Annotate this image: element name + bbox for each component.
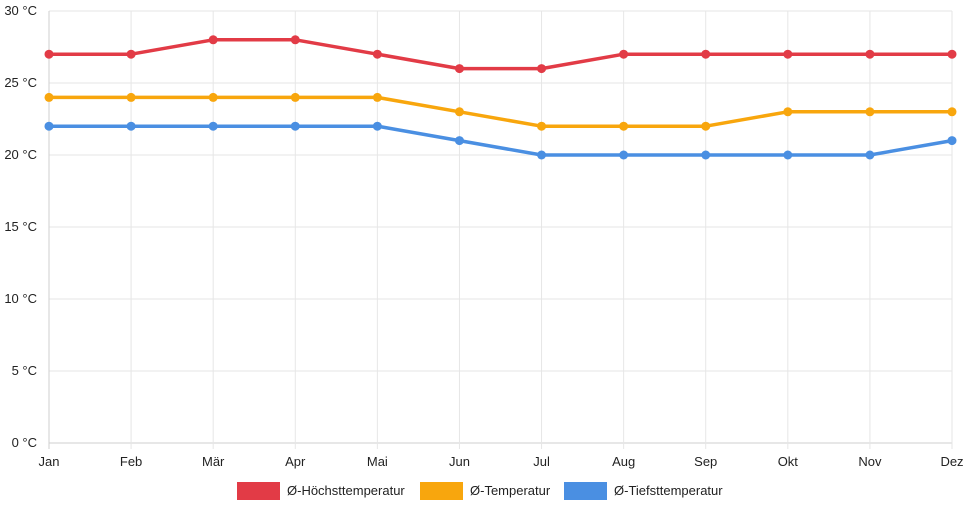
data-point [947,107,957,117]
legend-swatch [420,482,463,500]
data-point [44,92,54,102]
data-point [372,121,382,131]
grid [48,10,953,449]
data-point [208,35,218,45]
data-point [783,107,793,117]
data-point [290,35,300,45]
series-lines [44,35,957,160]
data-point [947,136,957,146]
y-tick-label: 15 °C [4,219,37,234]
data-point [454,64,464,74]
data-point [44,49,54,59]
y-tick-label: 20 °C [4,147,37,162]
data-point [865,107,875,117]
data-point [290,92,300,102]
y-tick-label: 5 °C [12,363,37,378]
legend-swatch [237,482,280,500]
y-tick-label: 0 °C [12,435,37,450]
data-point [372,92,382,102]
data-point [537,150,547,160]
x-tick-label: Sep [694,454,717,469]
data-point [619,150,629,160]
data-point [44,121,54,131]
legend-label: Ø-Temperatur [470,483,551,498]
legend-swatch [564,482,607,500]
series-line [47,38,954,71]
data-point [619,121,629,131]
data-point [865,150,875,160]
data-point [454,136,464,146]
data-point [783,49,793,59]
series-group [44,121,957,160]
x-tick-label: Mai [367,454,388,469]
x-tick-label: Mär [202,454,225,469]
x-tick-label: Apr [285,454,306,469]
x-tick-label: Aug [612,454,635,469]
y-tick-label: 10 °C [4,291,37,306]
data-point [701,49,711,59]
series-line [47,95,954,128]
series-line [47,124,954,157]
data-point [126,49,136,59]
x-tick-label: Nov [858,454,882,469]
y-tick-label: 30 °C [4,3,37,18]
legend-label: Ø-Tiefsttemperatur [614,483,723,498]
legend: Ø-Höchsttemperatur Ø-Temperatur Ø-Tiefstte… [237,482,723,500]
x-tick-label: Feb [120,454,142,469]
legend-label: Ø-Höchsttemperatur [287,483,405,498]
data-point [783,150,793,160]
data-point [372,49,382,59]
y-axis-ticks: 0 °C 5 °C 10 °C 15 °C 20 °C 25 °C 30 °C [4,3,37,450]
x-tick-label: Dez [940,454,963,469]
x-axis-ticks: Jan Feb Mär Apr Mai Jun Jul Aug Sep Okt Nov Dez [39,454,964,469]
data-point [208,121,218,131]
x-tick-label: Jan [39,454,60,469]
data-point [619,49,629,59]
x-tick-label: Okt [778,454,799,469]
data-point [290,121,300,131]
data-point [947,49,957,59]
series-group [44,35,957,74]
data-point [537,121,547,131]
data-point [865,49,875,59]
data-point [454,107,464,117]
x-tick-label: Jun [449,454,470,469]
data-point [126,121,136,131]
data-point [701,121,711,131]
y-tick-label: 25 °C [4,75,37,90]
x-tick-label: Jul [533,454,550,469]
series-group [44,92,957,131]
data-point [537,64,547,74]
data-point [701,150,711,160]
data-point [208,92,218,102]
data-point [126,92,136,102]
